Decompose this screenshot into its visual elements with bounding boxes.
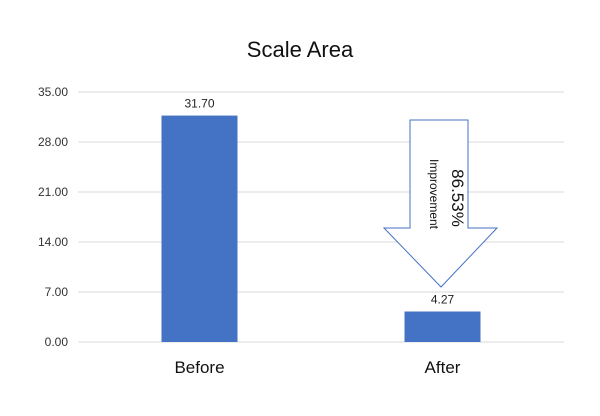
annotation-text: Improvement	[427, 159, 441, 230]
data-labels: 31.70 4.27	[184, 97, 454, 307]
y-tick-label: 35.00	[38, 85, 68, 99]
chart-title: Scale Area	[247, 37, 354, 62]
x-axis-ticks: Before After	[174, 358, 460, 377]
y-tick-label: 21.00	[38, 185, 68, 199]
data-label: 31.70	[184, 97, 214, 111]
x-tick-label: Before	[174, 358, 224, 377]
y-tick-label: 0.00	[45, 335, 69, 349]
y-tick-label: 7.00	[45, 285, 69, 299]
down-arrow-shape	[382, 119, 499, 288]
bars	[161, 115, 481, 342]
annotation-percent: 86.53%	[448, 169, 467, 227]
data-label: 4.27	[431, 293, 455, 307]
improvement-annotation: 86.53% Improvement	[382, 119, 499, 288]
y-tick-label: 14.00	[38, 235, 68, 249]
y-tick-label: 28.00	[38, 135, 68, 149]
bar-after	[404, 311, 481, 342]
bar-before	[161, 115, 238, 342]
y-axis-ticks: 0.00 7.00 14.00 21.00 28.00 35.00	[38, 85, 68, 349]
grid-lines	[78, 91, 564, 343]
x-tick-label: After	[425, 358, 461, 377]
